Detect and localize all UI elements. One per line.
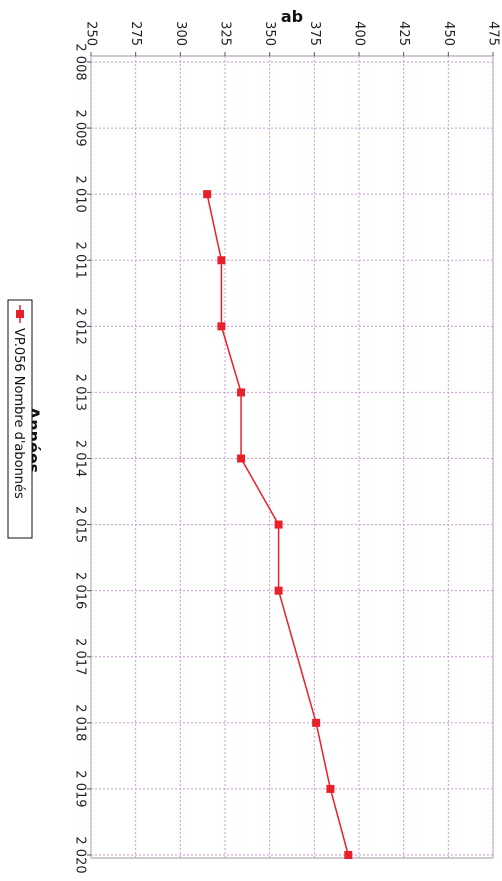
value-tick-label: 325 [218,21,233,46]
data-point-marker [344,851,353,859]
legend-label: VP.056 Nombre d'abonnés [11,328,26,499]
series-layer [203,190,353,859]
category-axis-ticks: 2 008 2 009 2 010 2 011 2 012 2 013 2 014 2 015… [73,43,91,874]
category-tick-label: 2 008 [73,43,88,80]
data-point-marker [274,586,283,595]
category-tick-label: 2 014 [73,440,88,477]
value-tick-label: 400 [352,21,367,46]
category-tick-label: 2 013 [73,374,88,411]
category-tick-label: 2 011 [73,242,88,279]
data-point-marker [312,718,321,727]
category-tick-label: 2 017 [73,638,88,675]
value-tick-label: 300 [173,21,188,46]
value-axis-title: ab [281,7,303,26]
data-point-marker [217,256,226,265]
data-point-marker [203,190,212,199]
category-tick-label: 2 019 [73,770,88,807]
plot-area [90,55,494,859]
value-tick-label: 275 [128,21,143,46]
category-tick-label: 2 016 [73,572,88,609]
category-tick-label: 2 018 [73,704,88,741]
legend-marker-swatch [16,310,24,318]
value-axis-ticks: 250 275 300 325 350 375 400 425 450 475 [84,21,501,56]
data-point-marker [237,454,246,463]
data-point-marker [237,388,246,397]
category-tick-label: 2 020 [73,836,88,873]
value-tick-label: 250 [84,21,99,46]
data-point-marker [326,784,335,793]
value-tick-label: 425 [396,21,411,46]
data-point-marker [274,520,283,529]
category-tick-label: 2 012 [73,308,88,345]
category-tick-label: 2 015 [73,506,88,543]
legend: VP.056 Nombre d'abonnés [7,299,33,539]
category-tick-label: 2 010 [73,176,88,213]
category-tick-label: 2 009 [73,109,88,146]
data-point-marker [217,322,226,331]
grid [90,56,494,858]
legend-box [7,299,33,539]
series-line [206,194,350,856]
value-tick-label: 450 [441,21,456,46]
value-tick-label: 375 [307,21,322,46]
value-tick-label: 475 [486,21,501,46]
value-tick-label: 350 [262,21,277,46]
